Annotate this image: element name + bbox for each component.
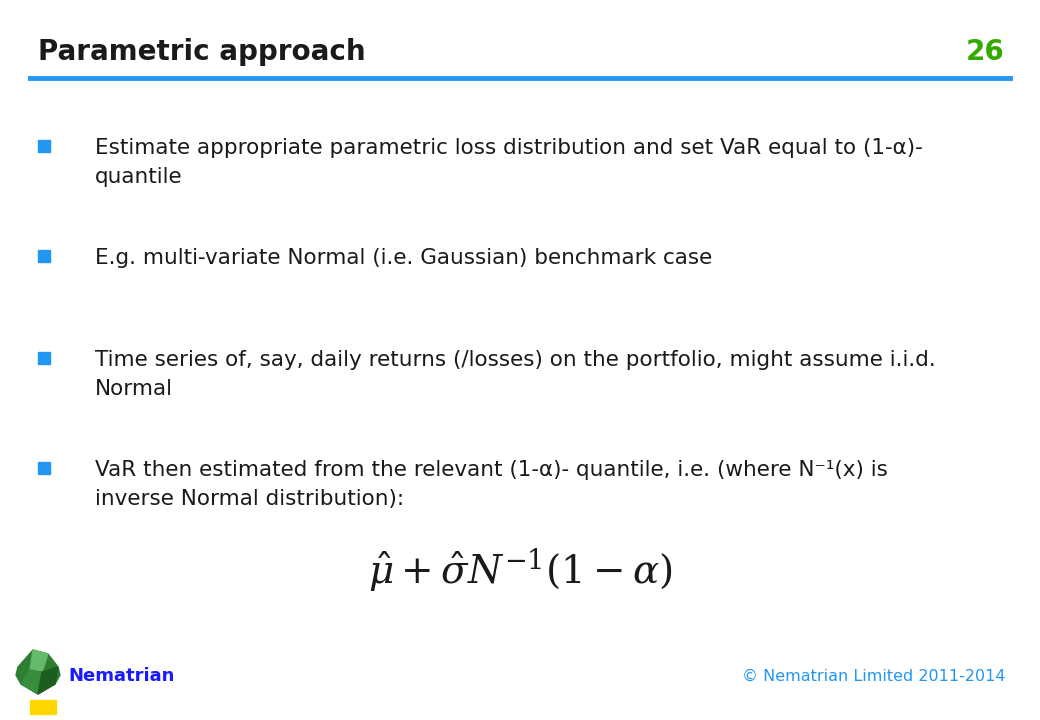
Bar bbox=[38, 352, 50, 364]
Bar bbox=[38, 250, 50, 262]
Text: Nematrian: Nematrian bbox=[68, 667, 175, 685]
Bar bbox=[38, 140, 50, 152]
Text: Estimate appropriate parametric loss distribution and set VaR equal to (1-α)-
qu: Estimate appropriate parametric loss dis… bbox=[95, 138, 922, 186]
Bar bbox=[38, 462, 50, 474]
Text: Time series of, say, daily returns (/losses) on the portfolio, might assume i.i.: Time series of, say, daily returns (/los… bbox=[95, 350, 936, 399]
Bar bbox=[30, 700, 56, 714]
Text: $\hat{\mu} + \hat{\sigma} N^{-1}\left(1 - \alpha\right)$: $\hat{\mu} + \hat{\sigma} N^{-1}\left(1 … bbox=[367, 546, 673, 594]
Polygon shape bbox=[38, 667, 58, 694]
Text: © Nematrian Limited 2011-2014: © Nematrian Limited 2011-2014 bbox=[742, 668, 1005, 683]
Text: VaR then estimated from the relevant (1-α)- quantile, i.e. (where N⁻¹(x) is
inve: VaR then estimated from the relevant (1-… bbox=[95, 460, 888, 509]
Text: E.g. multi-variate Normal (i.e. Gaussian) benchmark case: E.g. multi-variate Normal (i.e. Gaussian… bbox=[95, 248, 712, 268]
Polygon shape bbox=[30, 650, 48, 672]
Text: Parametric approach: Parametric approach bbox=[38, 38, 366, 66]
Polygon shape bbox=[21, 670, 42, 694]
Text: 26: 26 bbox=[966, 38, 1005, 66]
Polygon shape bbox=[16, 650, 60, 694]
